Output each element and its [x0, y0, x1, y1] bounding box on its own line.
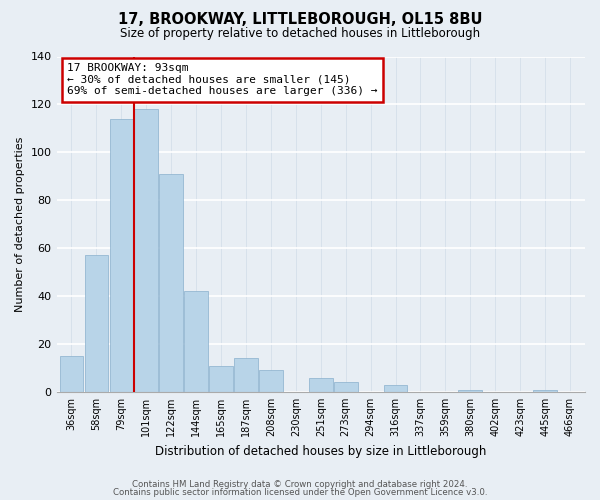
Bar	[209, 366, 233, 392]
Text: 17, BROOKWAY, LITTLEBOROUGH, OL15 8BU: 17, BROOKWAY, LITTLEBOROUGH, OL15 8BU	[118, 12, 482, 28]
Text: Contains HM Land Registry data © Crown copyright and database right 2024.: Contains HM Land Registry data © Crown c…	[132, 480, 468, 489]
Bar	[234, 358, 258, 392]
Bar	[134, 109, 158, 392]
Bar	[110, 119, 133, 392]
X-axis label: Distribution of detached houses by size in Littleborough: Distribution of detached houses by size …	[155, 444, 487, 458]
Bar	[184, 292, 208, 392]
Bar	[59, 356, 83, 392]
Bar	[458, 390, 482, 392]
Bar	[259, 370, 283, 392]
Bar	[334, 382, 358, 392]
Y-axis label: Number of detached properties: Number of detached properties	[15, 136, 25, 312]
Text: 17 BROOKWAY: 93sqm
← 30% of detached houses are smaller (145)
69% of semi-detach: 17 BROOKWAY: 93sqm ← 30% of detached hou…	[67, 63, 377, 96]
Bar	[533, 390, 557, 392]
Text: Size of property relative to detached houses in Littleborough: Size of property relative to detached ho…	[120, 28, 480, 40]
Bar	[160, 174, 183, 392]
Bar	[309, 378, 332, 392]
Bar	[384, 384, 407, 392]
Text: Contains public sector information licensed under the Open Government Licence v3: Contains public sector information licen…	[113, 488, 487, 497]
Bar	[85, 256, 108, 392]
